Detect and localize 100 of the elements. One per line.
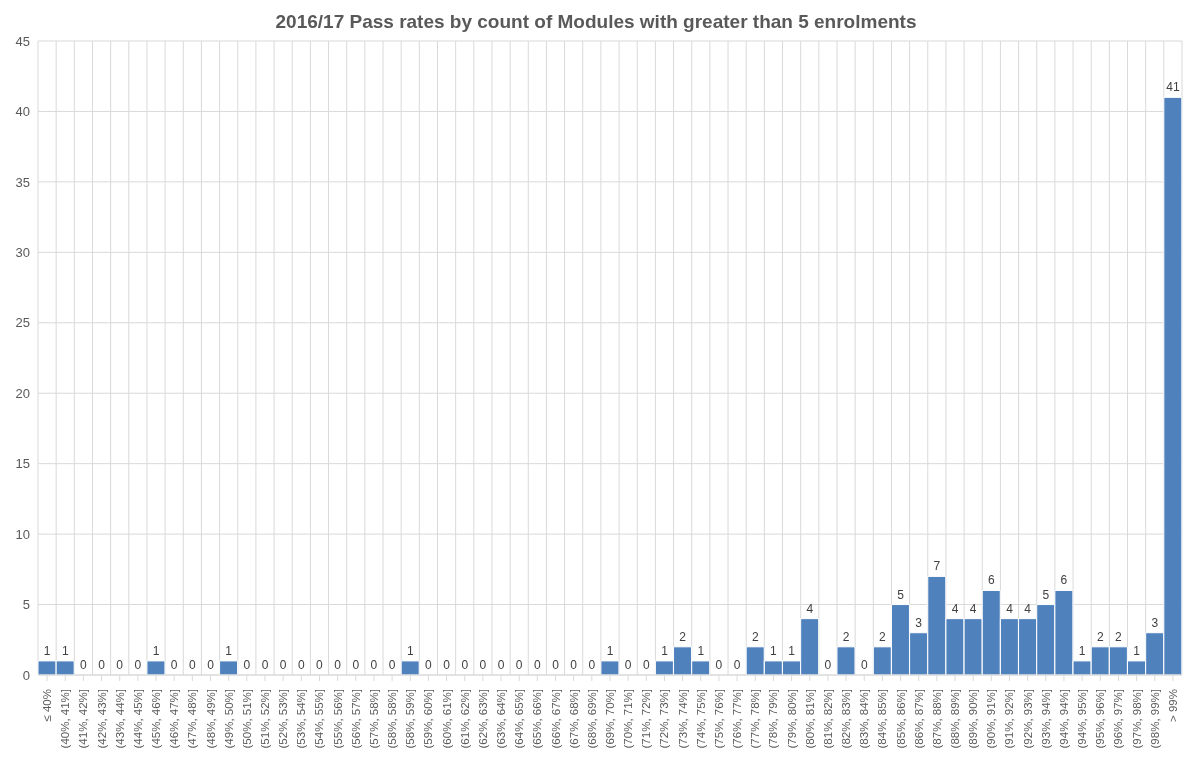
chart-title: 2016/17 Pass rates by count of Modules with greater than 5 enrolments xyxy=(275,11,917,32)
data-label: 0 xyxy=(497,658,505,672)
x-tick-label: ≤ 40% xyxy=(41,689,54,722)
x-tick-label: (60%, 61%] xyxy=(440,689,453,749)
x-tick-label: (93%, 94%] xyxy=(1039,689,1052,749)
x-tick-label: (72%, 73%] xyxy=(658,689,671,749)
x-tick-label: (54%, 55%] xyxy=(313,689,326,749)
x-tick-label: (98%, 99%] xyxy=(1148,689,1161,749)
data-label: 0 xyxy=(642,658,650,672)
data-label: 1 xyxy=(788,643,796,658)
x-tick-label: (82%, 83%] xyxy=(840,689,853,749)
x-tick-label: (96%, 97%] xyxy=(1112,689,1125,749)
data-label: 0 xyxy=(316,658,324,672)
x-tick-label: (76%, 77%] xyxy=(731,689,744,749)
y-tick-label: 0 xyxy=(22,667,30,683)
data-label: 0 xyxy=(624,658,632,672)
data-label: 1 xyxy=(225,643,233,658)
data-label: 1 xyxy=(406,643,414,658)
x-tick-label: (64%, 65%] xyxy=(513,689,526,749)
data-label: 0 xyxy=(261,658,269,672)
bar xyxy=(836,646,856,675)
data-label: 1 xyxy=(1078,643,1086,658)
data-label: 1 xyxy=(697,643,705,658)
x-tick-label: (61%, 62%] xyxy=(458,689,471,749)
x-tick-label: (78%, 79%] xyxy=(767,689,780,749)
x-tick-label: (71%, 72%] xyxy=(640,689,653,749)
bar xyxy=(400,660,420,675)
x-tick-label: (88%, 89%] xyxy=(949,689,962,749)
x-tick-label: (91%, 92%] xyxy=(1003,689,1016,749)
data-label: 6 xyxy=(1060,573,1068,588)
data-label: 0 xyxy=(279,658,287,672)
data-label: 0 xyxy=(98,658,106,672)
bar xyxy=(146,660,166,675)
x-tick-label: (66%, 67%] xyxy=(549,689,562,749)
x-tick-label: (48%, 49%] xyxy=(204,689,217,749)
data-label: 2 xyxy=(1115,629,1123,644)
data-label: 0 xyxy=(334,658,342,672)
x-tick-label: (97%, 98%] xyxy=(1130,689,1143,749)
x-tick-label: (50%, 51%] xyxy=(240,689,253,749)
data-label: 3 xyxy=(1151,615,1159,630)
bar xyxy=(600,660,620,675)
data-label: 0 xyxy=(189,658,197,672)
x-tick-label: (44%, 45%] xyxy=(131,689,144,749)
x-tick-label: (74%, 75%] xyxy=(694,689,707,749)
data-label: 0 xyxy=(425,658,433,672)
x-tick-label: (45%, 46%] xyxy=(150,689,163,749)
x-tick-label: > 99% xyxy=(1166,689,1179,722)
data-label: 2 xyxy=(751,629,759,644)
data-label: 3 xyxy=(915,615,923,630)
x-tick-label: (40%, 41%] xyxy=(59,689,72,749)
bar xyxy=(219,660,239,675)
data-label: 4 xyxy=(969,601,977,616)
data-label: 2 xyxy=(679,629,687,644)
y-tick-label: 5 xyxy=(22,597,30,613)
x-tick-label: (83%, 84%] xyxy=(858,689,871,749)
x-tick-label: (69%, 70%] xyxy=(604,689,616,749)
y-tick-label: 25 xyxy=(15,315,30,331)
x-tick-label: (65%, 66%] xyxy=(531,689,544,749)
data-label: 0 xyxy=(552,658,560,672)
x-tick-label: (70%, 71%] xyxy=(622,689,635,749)
x-tick-label: (58%, 59%] xyxy=(404,689,417,749)
x-tick-label: (81%, 82%] xyxy=(821,689,834,749)
data-label: 1 xyxy=(606,643,614,658)
y-tick-label: 30 xyxy=(15,244,30,260)
data-label: 4 xyxy=(951,601,959,616)
x-tick-label: (87%, 88%] xyxy=(930,689,943,749)
x-tick-label: (77%, 78%] xyxy=(749,689,762,749)
data-label: 0 xyxy=(388,658,396,672)
x-tick-label: (63%, 64%] xyxy=(495,689,508,749)
x-tick-label: (59%, 60%] xyxy=(422,689,435,749)
data-label: 0 xyxy=(443,658,451,672)
data-label: 1 xyxy=(661,643,669,658)
x-tick-label: (47%, 48%] xyxy=(186,689,199,749)
data-label: 0 xyxy=(860,658,868,672)
data-label: 0 xyxy=(370,658,378,672)
data-label: 1 xyxy=(1133,643,1141,658)
data-label: 5 xyxy=(1042,587,1050,602)
x-tick-label: (86%, 87%] xyxy=(912,689,925,749)
data-label: 0 xyxy=(715,658,723,672)
x-tick-label: (68%, 69%] xyxy=(585,689,598,749)
data-label: 0 xyxy=(570,658,578,672)
x-tick-label: (94%, 94%] xyxy=(1057,689,1070,749)
data-label: 0 xyxy=(588,658,596,672)
data-label: 0 xyxy=(461,658,469,672)
data-label: 0 xyxy=(80,658,88,672)
data-label: 0 xyxy=(207,658,215,672)
data-label: 2 xyxy=(879,629,887,644)
y-tick-label: 15 xyxy=(15,456,30,472)
x-tick-label: (51%, 52%] xyxy=(258,689,271,749)
x-tick-label: (49%, 50%] xyxy=(222,689,235,749)
x-tick-label: (79%, 80%] xyxy=(785,689,798,749)
data-label: 0 xyxy=(515,658,523,672)
x-tick-label: (95%, 96%] xyxy=(1094,689,1107,749)
x-tick-label: (57%, 58%] xyxy=(367,689,380,749)
data-label: 7 xyxy=(933,559,941,574)
x-tick-label: (67%, 68%] xyxy=(567,689,580,749)
x-tick-label: (56%, 57%] xyxy=(349,689,362,749)
data-label: 0 xyxy=(733,658,741,672)
data-label: 4 xyxy=(1006,601,1014,616)
x-tick-label: (53%, 54%] xyxy=(295,689,308,749)
